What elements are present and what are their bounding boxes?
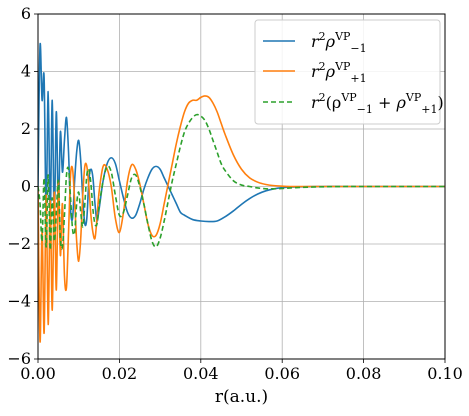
series-line-rho-minus1 [38, 42, 445, 227]
y-tick-label: −4 [7, 292, 31, 311]
legend-box [254, 19, 441, 125]
y-tick-label: 2 [21, 119, 31, 138]
series-line-rho-plus1 [38, 95, 445, 343]
x-tick-label: 0.10 [427, 364, 463, 383]
x-tick-label: 0.00 [20, 364, 56, 383]
series-line-sum [38, 113, 445, 251]
legend-label-sum: r2(ρVP−1 + ρVP+1) [311, 91, 444, 116]
x-axis-label: r(a.u.) [215, 387, 268, 407]
x-tick-label: 0.06 [264, 364, 300, 383]
y-tick-label: −2 [7, 234, 31, 253]
x-tick-label: 0.08 [346, 364, 382, 383]
y-tick-label: 6 [21, 4, 31, 23]
plot-lines [38, 42, 445, 343]
x-tick-label: 0.02 [102, 364, 138, 383]
y-tick-label: −6 [7, 349, 31, 368]
y-tick-label: 4 [21, 62, 31, 81]
x-tick-label: 0.04 [183, 364, 219, 383]
ticks: 0.00 0.02 0.04 0.06 0.08 0.10 −6 −4 −2 0 2 4 6 [7, 4, 462, 383]
legend-label-rho-minus1: r2ρVP−1 [311, 30, 367, 55]
legend-label-rho-plus1: r2ρVP+1 [311, 60, 367, 85]
y-tick-label: 0 [21, 177, 31, 196]
legend: r2ρVP−1 r2ρVP+1 r2(ρVP−1 + ρVP+1) [254, 19, 444, 125]
